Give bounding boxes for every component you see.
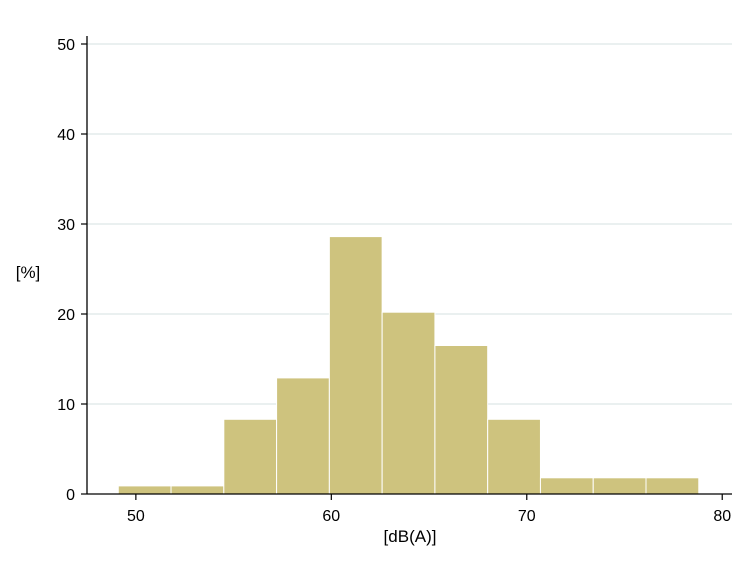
x-tick-label-2: 70: [518, 508, 536, 525]
y-tick-label-4: 40: [57, 127, 75, 144]
bar-6: [434, 345, 489, 495]
x-axis-title: [dB(A)]: [384, 527, 437, 546]
y-axis-title: [%]: [16, 263, 41, 282]
y-axis-ticks: 0 10 20 30 40 50: [57, 37, 87, 504]
bar-7: [487, 418, 541, 495]
x-tick-label-3: 80: [713, 508, 731, 525]
y-tick-label-0: 0: [66, 487, 75, 504]
grid-lines: [87, 43, 732, 405]
bar-1: [170, 485, 225, 495]
y-tick-label-3: 30: [57, 217, 75, 234]
bar-5: [381, 311, 436, 495]
y-tick-label-2: 20: [57, 307, 75, 324]
bar-9: [592, 477, 647, 495]
bar-0: [117, 485, 172, 495]
histogram-bars: [117, 236, 700, 495]
bar-4: [328, 236, 383, 495]
bar-8: [539, 477, 594, 495]
bar-2: [223, 418, 278, 495]
axes: [86, 36, 732, 495]
x-tick-label-1: 60: [322, 508, 340, 525]
bar-3: [276, 377, 330, 495]
x-axis-ticks: 50 60 70 80: [127, 494, 731, 525]
y-tick-label-1: 10: [57, 397, 75, 414]
bar-10: [645, 477, 700, 495]
x-tick-label-0: 50: [127, 508, 145, 525]
y-tick-label-5: 50: [57, 37, 75, 54]
